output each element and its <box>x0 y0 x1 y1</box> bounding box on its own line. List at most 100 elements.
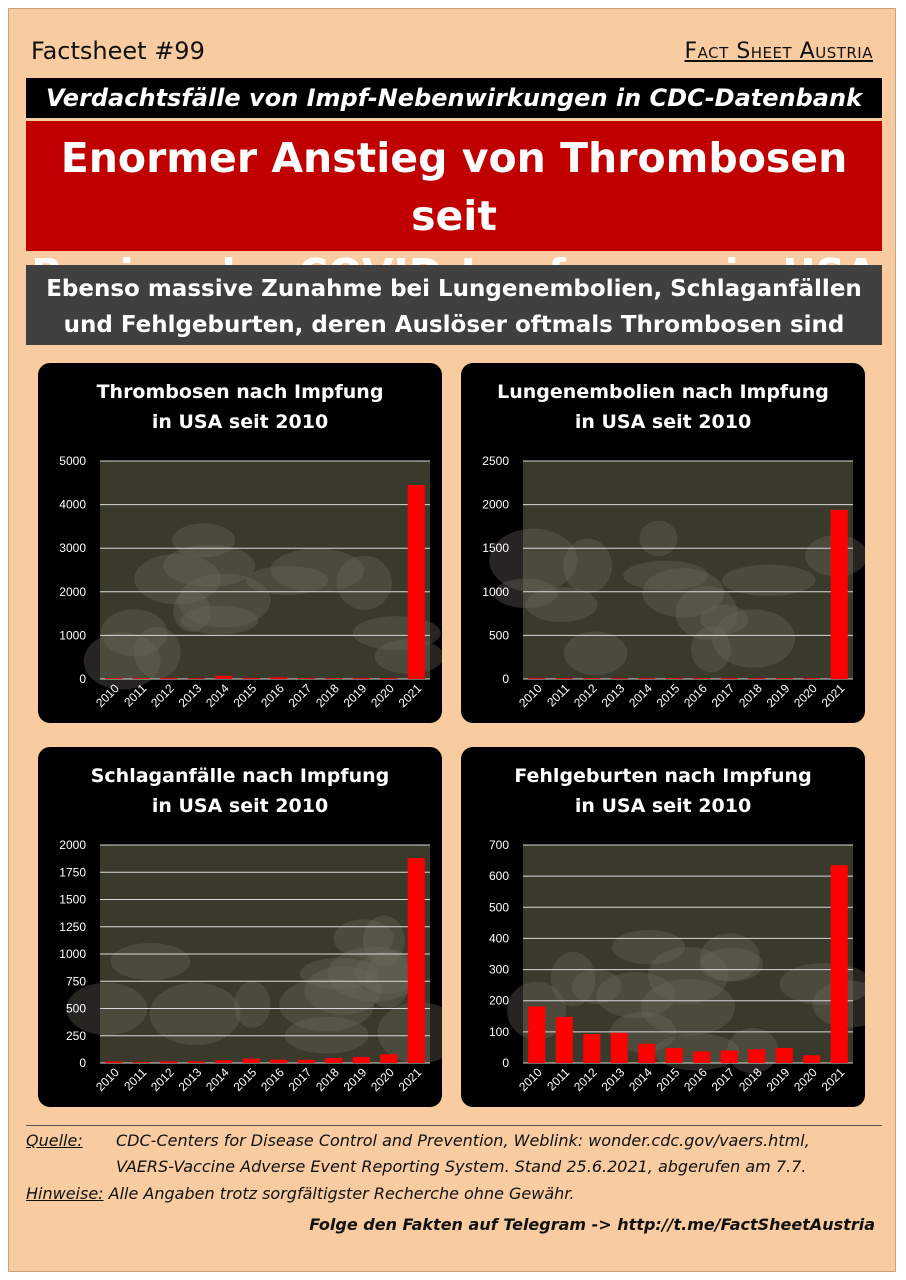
y-tick-label: 100 <box>489 1025 509 1039</box>
bar <box>748 1049 766 1063</box>
sheep-shape <box>279 978 374 1032</box>
bar <box>325 1058 343 1063</box>
notes-row: Hinweise: Alle Angaben trotz sorgfältigs… <box>26 1184 574 1203</box>
y-tick-label: 1500 <box>59 893 86 907</box>
x-tick-label: 2012 <box>571 681 600 710</box>
y-tick-label: 600 <box>489 869 509 883</box>
bar <box>187 1061 205 1063</box>
telegram-link[interactable]: Folge den Fakten auf Telegram -> http://… <box>309 1215 875 1234</box>
bar <box>215 1060 233 1063</box>
bar <box>132 678 150 679</box>
y-tick-label: 750 <box>66 974 86 988</box>
chart-background-photo <box>523 845 853 1063</box>
factsheet-page: Factsheet #99 Fact Sheet Austria Verdach… <box>8 8 896 1272</box>
x-tick-label: 2019 <box>341 1065 370 1094</box>
sheep-shape <box>571 969 622 1004</box>
x-tick-label: 2011 <box>544 1065 572 1093</box>
x-tick-label: 2016 <box>258 1065 287 1094</box>
source-label: Quelle: <box>26 1131 83 1150</box>
y-tick-label: 500 <box>489 900 509 914</box>
bar <box>555 1016 573 1063</box>
bar <box>160 1061 178 1063</box>
bar <box>720 1050 738 1063</box>
bar <box>160 677 178 679</box>
chart-title-line-2: in USA seit 2010 <box>574 411 752 433</box>
bar <box>297 678 315 679</box>
y-tick-label: 200 <box>489 994 509 1008</box>
bar <box>105 1061 123 1063</box>
x-tick-label: 2016 <box>258 681 287 710</box>
chart-title-line-1: Schlaganfälle nach Impfung <box>90 765 390 787</box>
sheep-shape <box>641 978 736 1036</box>
bar <box>352 1057 370 1063</box>
x-tick-label: 2018 <box>313 1065 342 1094</box>
chart-panel-thrombosen: 0 1000 2000 3000 4000 5000 2010 2011 2012 2013 201… <box>38 363 442 723</box>
bar <box>583 1034 601 1063</box>
sheep-shape <box>712 609 796 668</box>
x-tick-label: 2011 <box>121 1065 149 1093</box>
y-tick-label: 0 <box>79 1056 86 1070</box>
x-tick-label: 2010 <box>516 1065 545 1094</box>
x-tick-label: 2019 <box>341 681 370 710</box>
sheep-shape <box>563 538 612 594</box>
y-tick-label: 1000 <box>482 585 509 599</box>
sheep-shape <box>700 604 749 634</box>
y-tick-label: 4000 <box>59 498 86 512</box>
bar <box>583 678 601 679</box>
brand-name: Fact Sheet Austria <box>684 39 873 64</box>
sheep-shape <box>284 1016 369 1054</box>
y-tick-label: 500 <box>489 628 509 642</box>
bar <box>638 1043 656 1063</box>
sheep-shape <box>525 587 598 623</box>
sheep-shape <box>690 626 731 673</box>
headline-line-1: Enormer Anstieg von Thrombosen seit <box>60 134 848 240</box>
x-tick-label: 2010 <box>516 681 545 710</box>
bar <box>748 678 766 679</box>
chart-panel-lungenembolien: 0 500 1000 1500 2000 2500 2010 2011 2012 2013 2014… <box>461 363 865 723</box>
bar <box>610 678 628 679</box>
y-tick-label: 400 <box>489 931 509 945</box>
headline-banner: Enormer Anstieg von Thrombosen seit Begi… <box>26 121 882 298</box>
sheep-shape <box>365 949 411 1009</box>
chart-title-line-1: Fehlgeburten nach Impfung <box>514 765 812 787</box>
bar <box>803 678 821 679</box>
chart-title: Thrombosen nach Impfung in USA seit 2010 <box>38 377 442 437</box>
x-tick-label: 2014 <box>203 1065 232 1094</box>
x-tick-label: 2015 <box>231 1065 260 1094</box>
y-tick-label: 3000 <box>59 541 86 555</box>
x-tick-label: 2013 <box>599 681 628 710</box>
source-text-2: VAERS-Vaccine Adverse Event Reporting Sy… <box>116 1157 807 1176</box>
bar <box>325 678 343 679</box>
y-tick-label: 2000 <box>59 585 86 599</box>
bar <box>638 678 656 679</box>
bar <box>693 678 711 679</box>
bar <box>528 678 546 679</box>
x-tick-label: 2020 <box>791 681 820 710</box>
bar <box>775 1048 793 1063</box>
x-tick-label: 2019 <box>764 681 793 710</box>
sheep-shape <box>171 523 236 558</box>
sheep-shape <box>612 929 686 965</box>
x-tick-label: 2014 <box>626 1065 655 1094</box>
bar <box>352 678 370 679</box>
bar <box>830 865 848 1063</box>
x-tick-label: 2015 <box>231 681 260 710</box>
y-tick-label: 2000 <box>482 498 509 512</box>
bar <box>187 678 205 679</box>
kicker-banner: Verdachtsfälle von Impf-Nebenwirkungen i… <box>26 78 882 118</box>
bar <box>407 484 425 679</box>
sheep-shape <box>362 915 405 967</box>
bar <box>270 1059 288 1063</box>
sheep-shape <box>642 568 725 618</box>
chart-title: Lungenembolien nach Impfung in USA seit … <box>461 377 865 437</box>
bar <box>610 1032 628 1063</box>
y-tick-label: 500 <box>66 1002 86 1016</box>
x-tick-label: 2018 <box>736 681 765 710</box>
sheep-shape <box>494 578 558 608</box>
bar <box>242 1058 260 1063</box>
subheadline-line-1: Ebenso massive Zunahme bei Lungenembolie… <box>46 276 862 302</box>
sheep-shape <box>134 626 181 679</box>
x-tick-label: 2021 <box>819 681 848 710</box>
